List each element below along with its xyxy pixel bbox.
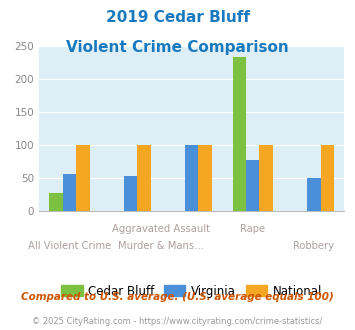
Bar <box>185 145 198 211</box>
Bar <box>198 145 212 211</box>
Text: © 2025 CityRating.com - https://www.cityrating.com/crime-statistics/: © 2025 CityRating.com - https://www.city… <box>32 317 323 326</box>
Text: Compared to U.S. average. (U.S. average equals 100): Compared to U.S. average. (U.S. average … <box>21 292 334 302</box>
Bar <box>137 145 151 211</box>
Text: 2019 Cedar Bluff: 2019 Cedar Bluff <box>105 10 250 25</box>
Text: Violent Crime Comparison: Violent Crime Comparison <box>66 40 289 54</box>
Text: Rape: Rape <box>240 224 265 234</box>
Bar <box>49 193 63 211</box>
Bar <box>124 176 137 211</box>
Text: Robbery: Robbery <box>293 241 334 251</box>
Bar <box>63 174 76 211</box>
Bar <box>246 160 260 211</box>
Text: Aggravated Assault: Aggravated Assault <box>112 224 210 234</box>
Bar <box>307 178 321 211</box>
Legend: Cedar Bluff, Virginia, National: Cedar Bluff, Virginia, National <box>56 280 327 302</box>
Bar <box>260 145 273 211</box>
Bar <box>76 145 90 211</box>
Text: Murder & Mans...: Murder & Mans... <box>118 241 204 251</box>
Bar <box>321 145 334 211</box>
Text: All Violent Crime: All Violent Crime <box>28 241 111 251</box>
Bar <box>233 57 246 211</box>
